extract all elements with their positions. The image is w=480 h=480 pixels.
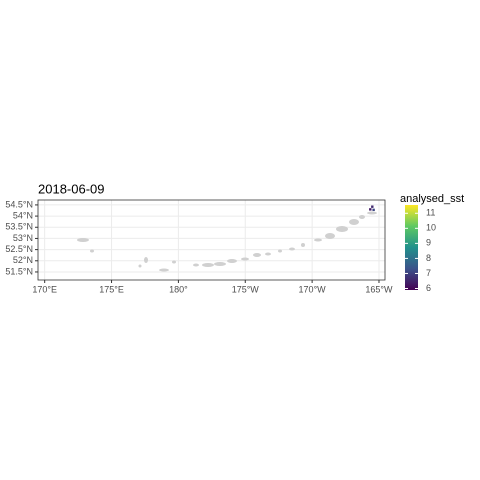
colorbar-label: 9 [426,238,431,248]
x-tick-label: 170°E [32,284,57,294]
y-tick-label: 54.5°N [5,199,33,209]
x-tick-label: 175°E [99,284,124,294]
x-tick-label: 170°W [299,284,327,294]
x-tick-label: 175°W [232,284,260,294]
chart-title: 2018-06-09 [38,181,105,196]
colorbar-label: 6 [426,283,431,293]
colorbar-label: 10 [426,223,436,233]
y-tick-label: 53.5°N [5,222,33,232]
colorbar-label: 11 [426,208,435,218]
colorbar-label: 8 [426,253,431,263]
panel-border [37,199,386,281]
colorbar [405,205,418,290]
y-tick-label: 52.5°N [5,244,33,254]
y-tick-label: 51.5°N [5,266,33,276]
y-tick-label: 52°N [13,255,33,265]
x-tick-label: 165°W [365,284,393,294]
land [77,211,377,272]
y-tick-label: 53°N [13,233,33,243]
y-tick-label: 54°N [13,210,33,220]
x-tick-label: 180° [169,284,188,294]
legend-title: analysed_sst [400,193,464,205]
sst-cell [369,208,372,211]
sst-cell [372,208,375,212]
panel [38,200,385,280]
sst-cell [371,205,374,208]
colorbar-label: 7 [426,268,431,278]
